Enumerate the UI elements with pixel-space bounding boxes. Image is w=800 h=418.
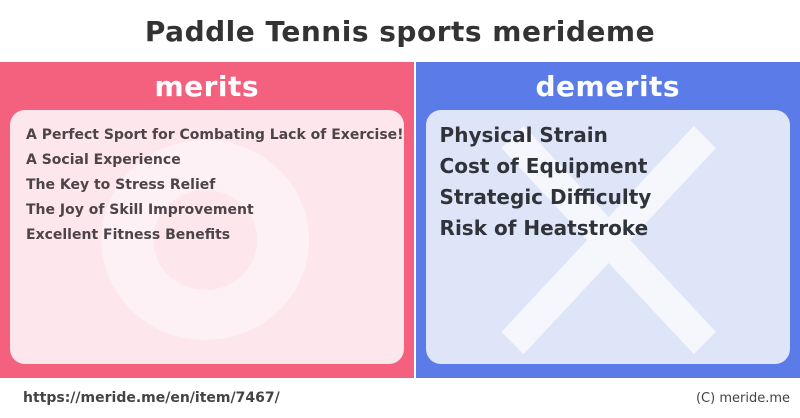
list-item: Strategic Difficulty [439, 185, 652, 209]
footer-url: https://meride.me/en/item/7467/ [23, 390, 280, 406]
page-title: Paddle Tennis sports merideme [144, 14, 656, 48]
list-item: Physical Strain [439, 123, 608, 147]
demerits-header: demerits [535, 69, 681, 103]
list-item: Risk of Heatstroke [439, 216, 649, 240]
list-item: The Key to Stress Relief [26, 177, 216, 193]
demerits-list: Physical Strain Cost of Equipment Strategi… [426, 110, 790, 244]
footer: https://meride.me/en/item/7467/ (C) meri… [0, 378, 800, 418]
merits-list: A Perfect Sport for Combating Lack of Ex… [10, 110, 404, 248]
demerits-panel: demerits Physical Strain Cost of Equipmen… [415, 62, 800, 378]
merits-card: A Perfect Sport for Combating Lack of Ex… [10, 110, 404, 364]
list-item: A Perfect Sport for Combating Lack of Ex… [26, 127, 404, 143]
list-item: Excellent Fitness Benefits [26, 227, 231, 243]
title-bar: Paddle Tennis sports merideme [0, 0, 800, 62]
list-item: A Social Experience [26, 152, 181, 168]
list-item: Cost of Equipment [439, 154, 648, 178]
footer-copyright: (C) meride.me [695, 390, 790, 406]
demerits-card: Physical Strain Cost of Equipment Strategi… [425, 110, 790, 364]
merits-panel: merits A Perfect Sport for Combating Lac… [0, 62, 414, 378]
comparison-panels: merits A Perfect Sport for Combating Lac… [0, 62, 800, 378]
merits-header: merits [154, 69, 260, 103]
list-item: The Joy of Skill Improvement [26, 202, 254, 218]
